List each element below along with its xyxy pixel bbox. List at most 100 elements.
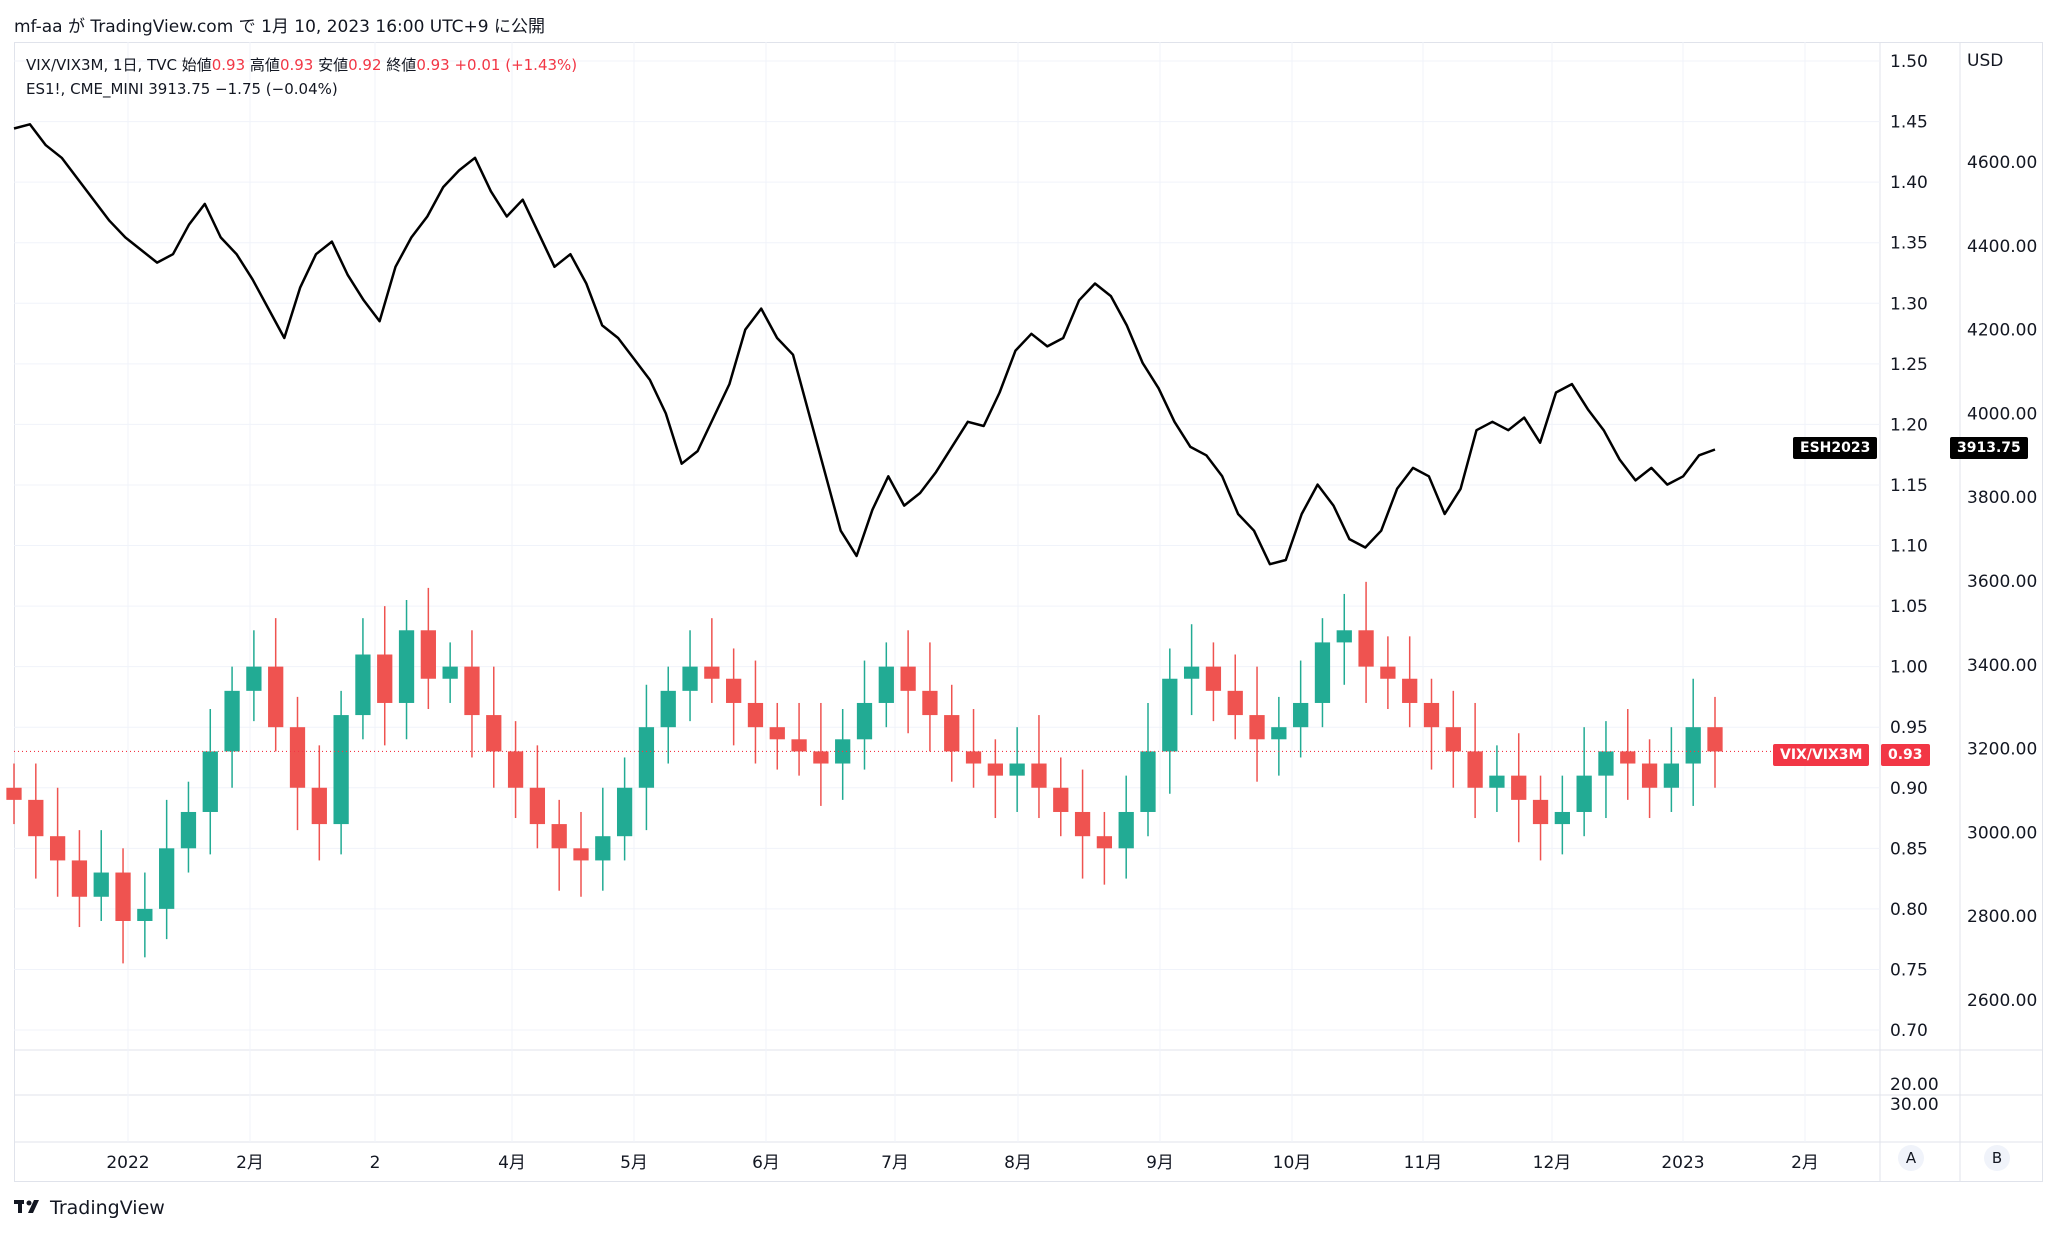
vix-candle-body (769, 727, 785, 740)
left-axis-tick-label: 1.25 (1890, 355, 1928, 375)
vix-candle-body (1576, 775, 1592, 812)
vix-candle-body (878, 666, 894, 703)
time-axis-label: 6月 (752, 1153, 780, 1173)
left-axis-tick-label: 0.85 (1890, 839, 1928, 859)
time-axis-label: 9月 (1146, 1153, 1174, 1173)
left-axis-tick-label: 1.30 (1890, 294, 1928, 314)
vix-candle-body (6, 787, 22, 800)
vix-candle-body (49, 836, 66, 861)
vix-candle-body (398, 630, 415, 703)
vix-candle-body (224, 690, 240, 752)
vix-candle-body (137, 908, 153, 921)
right-axis-tick-label: 3000.00 (1967, 823, 2037, 843)
legend-vix-open: 0.93 (211, 56, 246, 74)
vix-candle-body (595, 836, 611, 861)
subpane-tick-label: 30.00 (1890, 1095, 1939, 1115)
left-axis-tick-label: 1.15 (1890, 476, 1928, 496)
time-axis-label: 10月 (1273, 1153, 1312, 1173)
vix-candle-body (1423, 702, 1440, 728)
right-axis-tick-label: 4400.00 (1967, 237, 2037, 257)
vix-candle-body (987, 763, 1003, 776)
vix-candle-body (529, 787, 546, 825)
right-axis-tick-label: 2800.00 (1967, 907, 2037, 927)
vix-candle-body (616, 787, 633, 837)
vix-candle-body (1554, 811, 1570, 825)
vix-candle-body (93, 872, 109, 897)
vix-candle-body (1511, 775, 1527, 800)
vix-candle-body (1663, 763, 1680, 788)
vix-candle-body (1467, 751, 1483, 788)
legend-vix[interactable]: VIX/VIX3M, 1日, TVC 始値0.93 高値0.93 安値0.92 … (26, 54, 577, 75)
vix-candle-body (486, 715, 502, 752)
time-axis-label: 8月 (1004, 1153, 1032, 1173)
vix-last-value-tag: 0.93 (1881, 744, 1930, 766)
vix-candle-body (464, 666, 480, 716)
vix-candle-body (965, 751, 982, 764)
legend-vix-low-label: 安値 (313, 56, 349, 74)
time-axis-label: 5月 (620, 1153, 648, 1173)
tradingview-logo-icon[interactable] (14, 1197, 46, 1219)
vix-candle-body (420, 630, 436, 679)
left-axis-tick-label: 1.20 (1890, 415, 1928, 435)
vix-candle-body (900, 666, 916, 691)
left-axis-tick-label: 1.35 (1890, 234, 1928, 254)
vix-candle-body (1685, 727, 1701, 764)
vix-candle-body (71, 860, 88, 897)
vix-candle-body (1489, 775, 1505, 788)
time-axis-label: 11月 (1404, 1153, 1443, 1173)
vix-candle-body (1358, 630, 1374, 667)
publish-header: mf-aa が TradingView.com で 1月 10, 2023 16… (0, 0, 2057, 42)
auto-scale-button[interactable]: A (1898, 1145, 1924, 1171)
right-axis-tick-label: 4200.00 (1967, 321, 2037, 341)
vix-candle-body (1598, 751, 1614, 776)
es-line-series (13, 123, 1716, 566)
right-axis-tick-label: 3400.00 (1967, 656, 2037, 676)
time-axis-label: 2月 (236, 1153, 264, 1173)
right-axis-tick-label: 4600.00 (1967, 153, 2037, 173)
vix-candle-body (813, 751, 829, 764)
right-axis-tick-label: 4000.00 (1967, 404, 2037, 424)
time-axis-label: 2023 (1661, 1153, 1704, 1173)
vix-candle-body (377, 654, 393, 703)
left-axis-tick-label: 1.50 (1890, 52, 1928, 72)
legend-vix-high-label: 高値 (245, 56, 280, 74)
vix-candle-body (268, 666, 284, 728)
legend-vix-close-label: 終値 (381, 56, 417, 74)
vix-candle-body (507, 751, 524, 788)
vix-candle-body (1118, 811, 1134, 849)
vix-candle-body (289, 727, 306, 788)
vix-candle-body (1096, 836, 1113, 849)
left-axis-tick-label: 1.00 (1890, 658, 1928, 678)
vix-candle-body (573, 848, 589, 861)
vix-candle-body (1532, 799, 1549, 825)
attribution-text: mf-aa が TradingView.com で 1月 10, 2023 16… (14, 17, 545, 37)
vix-candle-body (1707, 727, 1723, 752)
vix-candle-body (1314, 642, 1331, 703)
legend-vix-high: 0.93 (279, 56, 314, 74)
vix-candle-body (1074, 811, 1091, 837)
vix-candle-body (1293, 702, 1309, 728)
vix-candle-body (1402, 678, 1418, 703)
vix-candle-body (944, 715, 960, 752)
vix-candle-body (1445, 727, 1461, 752)
left-axis-tick-label: 1.10 (1890, 537, 1928, 557)
vix-candle-body (1641, 763, 1658, 788)
vix-candle-body (1620, 751, 1636, 764)
right-axis-tick-label: 2600.00 (1967, 991, 2037, 1011)
vix-candle-body (1271, 727, 1287, 740)
vix-candle-body (180, 811, 197, 849)
vix-candle-body (682, 666, 698, 691)
es-series-name-tag: ESH2023 (1793, 437, 1878, 459)
vix-candle-body (28, 799, 44, 837)
left-axis-tick-label: 0.95 (1890, 718, 1928, 738)
legend-es[interactable]: ES1!, CME_MINI 3913.75 −1.75 (−0.04%) (26, 80, 338, 98)
right-axis-tick-label: 3600.00 (1967, 572, 2037, 592)
subpane-tick-label: 20.00 (1890, 1075, 1939, 1095)
left-axis-tick-label: 0.75 (1890, 960, 1928, 980)
chart-frame[interactable] (14, 42, 2043, 1182)
brand-name: TradingView (50, 1196, 165, 1219)
vix-candle-body (638, 727, 655, 788)
scale-b-button[interactable]: B (1984, 1145, 2010, 1171)
legend-vix-close: 0.93 (416, 56, 450, 74)
